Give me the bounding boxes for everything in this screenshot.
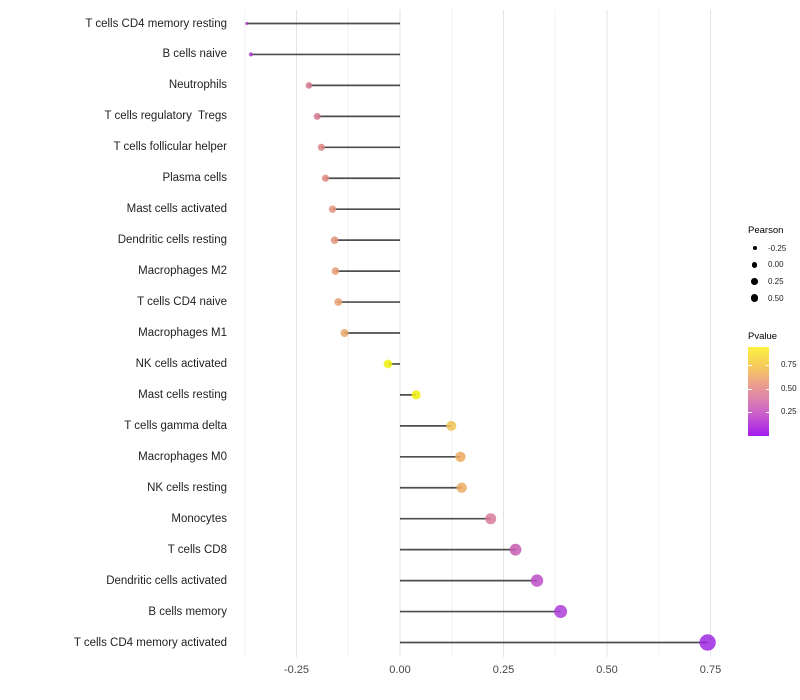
- y-axis-label: T cells follicular helper: [113, 141, 227, 154]
- lollipop-dot: [530, 574, 544, 587]
- lollipop-dot: [554, 605, 568, 619]
- pvalue-legend-label: 0.25: [781, 407, 797, 416]
- x-axis-tick-label: 0.25: [492, 664, 515, 676]
- y-axis-label: NK cells activated: [135, 357, 227, 370]
- lollipop-dot: [411, 390, 421, 400]
- lollipop-dot: [456, 482, 467, 493]
- pearson-legend-entry: 0.00: [740, 257, 800, 274]
- lollipop-dot: [340, 329, 349, 337]
- lollipop-dot: [330, 236, 339, 244]
- size-legend-dot-icon: [751, 278, 758, 285]
- size-legend-dot-icon: [751, 262, 758, 268]
- y-axis-label: B cells naive: [162, 48, 227, 61]
- y-axis-label: Mast cells resting: [138, 388, 227, 401]
- colorbar-tick: [765, 364, 769, 366]
- pvalue-legend-label: 0.50: [781, 384, 797, 393]
- size-legend-dot-icon: [752, 246, 757, 251]
- lollipop-dot: [509, 543, 522, 556]
- pvalue-gradient-bar: 0.75 0.50 0.25: [748, 347, 797, 436]
- lollipop-dot: [446, 420, 457, 431]
- y-axis-label: T cells CD8: [167, 543, 227, 556]
- pearson-legend-entry: 0.50: [740, 290, 800, 307]
- lollipop-dot: [305, 82, 313, 89]
- x-axis-tick-label: 0.75: [699, 664, 722, 676]
- size-legend-label: -0.25: [768, 243, 787, 253]
- y-axis-label: Dendritic cells activated: [106, 574, 227, 587]
- y-axis-label: T cells CD4 memory activated: [73, 636, 227, 649]
- y-axis-label: T cells regulatory Tregs: [104, 110, 227, 123]
- lollipop-dot: [334, 298, 343, 306]
- lollipop-dot: [248, 52, 254, 57]
- size-legend-dot-icon: [750, 294, 759, 302]
- pvalue-legend-title: Pvalue: [748, 331, 778, 342]
- colorbar-tick: [765, 411, 769, 413]
- y-axis-label: Plasma cells: [162, 172, 227, 185]
- pvalue-legend-label: 0.75: [781, 360, 797, 369]
- colorbar-tick: [765, 388, 769, 390]
- legend-dot-cell: [746, 278, 763, 285]
- lollipop-dot: [328, 205, 337, 213]
- y-axis-label: B cells memory: [148, 605, 227, 618]
- size-legend-label: 0.00: [768, 260, 784, 270]
- size-legend-label: 0.25: [768, 276, 784, 286]
- pvalue-color-legend: Pvalue 0.75 0.50 0.25: [740, 331, 800, 436]
- lollipop-dot: [321, 174, 330, 182]
- pearson-legend-title: Pearson: [748, 225, 784, 236]
- y-axis-label: Macrophages M0: [138, 450, 227, 463]
- colorbar-tick: [748, 411, 752, 413]
- y-axis-label: Mast cells activated: [126, 203, 227, 216]
- colorbar-tick: [748, 364, 752, 366]
- y-axis-label: T cells CD4 naive: [137, 296, 227, 309]
- x-axis-tick-label: -0.25: [283, 664, 310, 676]
- y-axis-label: T cells gamma delta: [124, 419, 227, 432]
- pearson-size-legend: Pearson -0.25 0.00 0.25 0.50: [740, 225, 800, 306]
- lollipop-dot: [331, 267, 340, 275]
- lollipop-dot: [699, 634, 716, 651]
- size-legend-label: 0.50: [768, 293, 784, 303]
- lollipop-dot: [455, 451, 466, 462]
- y-axis-label: Macrophages M2: [138, 265, 227, 278]
- y-axis-label: Macrophages M1: [138, 327, 227, 339]
- x-axis-tick-label: 0.00: [389, 664, 411, 676]
- pearson-legend-entries: -0.25 0.00 0.25 0.50: [740, 240, 800, 306]
- colorbar-tick: [748, 388, 752, 390]
- x-axis-tick-label: 0.50: [596, 664, 618, 676]
- lollipop-dot: [313, 112, 321, 120]
- y-axis-label: Dendritic cells resting: [117, 234, 227, 247]
- lollipop-dot: [383, 359, 393, 369]
- legend-dot-cell: [746, 294, 763, 302]
- lollipop-dot: [485, 513, 497, 525]
- y-axis-label: NK cells resting: [147, 481, 227, 494]
- y-axis-label: T cells CD4 memory resting: [85, 17, 227, 30]
- lollipop-dot: [245, 22, 249, 25]
- legend-dot-cell: [746, 262, 763, 268]
- y-axis-label: Monocytes: [171, 512, 227, 525]
- lollipop-dot: [317, 143, 325, 151]
- pearson-legend-entry: -0.25: [740, 240, 800, 257]
- legend-dot-cell: [746, 246, 763, 251]
- y-axis-label: Neutrophils: [168, 79, 227, 92]
- pearson-legend-entry: 0.25: [740, 273, 800, 290]
